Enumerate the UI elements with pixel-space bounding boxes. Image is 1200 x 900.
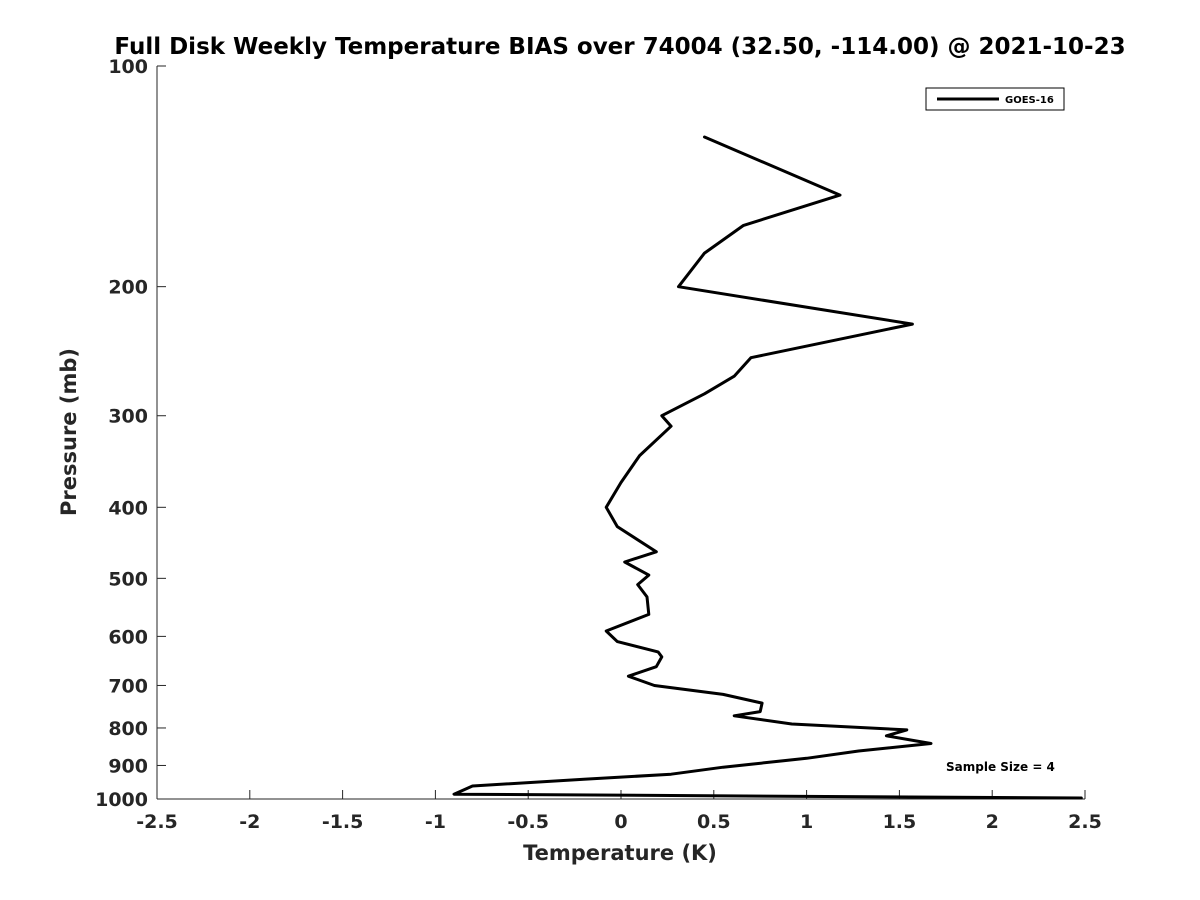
- sample-size-annotation: Sample Size = 4: [946, 760, 1055, 774]
- y-tick-label: 600: [108, 626, 148, 648]
- x-tick-label: -1.5: [322, 811, 364, 833]
- y-tick-label: 200: [108, 277, 148, 299]
- y-tick-label: 400: [108, 497, 148, 519]
- y-tick-label: 800: [108, 718, 148, 740]
- x-tick-label: -2.5: [136, 811, 178, 833]
- x-tick-label: 2.5: [1068, 811, 1102, 833]
- y-tick-label: 500: [108, 568, 148, 590]
- y-tick-label: 700: [108, 675, 148, 697]
- x-tick-label: -0.5: [507, 811, 549, 833]
- chart-title: Full Disk Weekly Temperature BIAS over 7…: [114, 34, 1125, 60]
- x-tick-label: 0.5: [697, 811, 731, 833]
- axes: [156, 66, 1085, 800]
- legend-label-goes-16: GOES-16: [1005, 95, 1054, 106]
- y-ticks: 100 200 300 400 500 600 700 800 900 1000: [95, 56, 166, 811]
- y-tick-label: 100: [108, 56, 148, 78]
- y-tick-label: 300: [108, 406, 148, 428]
- x-axis-label: Temperature (K): [523, 841, 717, 865]
- x-tick-label: -1: [425, 811, 446, 833]
- x-ticks: -2.5 -2 -1.5 -1 -0.5 0 0.5 1 1.5 2 2.5: [136, 790, 1102, 833]
- y-axis-label: Pressure (mb): [57, 348, 81, 516]
- x-tick-label: 2: [986, 811, 999, 833]
- x-tick-label: 1: [800, 811, 813, 833]
- series-layer: [452, 135, 1083, 800]
- y-tick-label: 1000: [95, 789, 148, 811]
- y-tick-label: 900: [108, 755, 148, 777]
- x-tick-label: -2: [239, 811, 260, 833]
- legend: GOES-16: [925, 87, 1065, 111]
- series-line-goes-16: [452, 135, 1083, 800]
- x-tick-label: 1.5: [883, 811, 917, 833]
- x-tick-label: 0: [614, 811, 627, 833]
